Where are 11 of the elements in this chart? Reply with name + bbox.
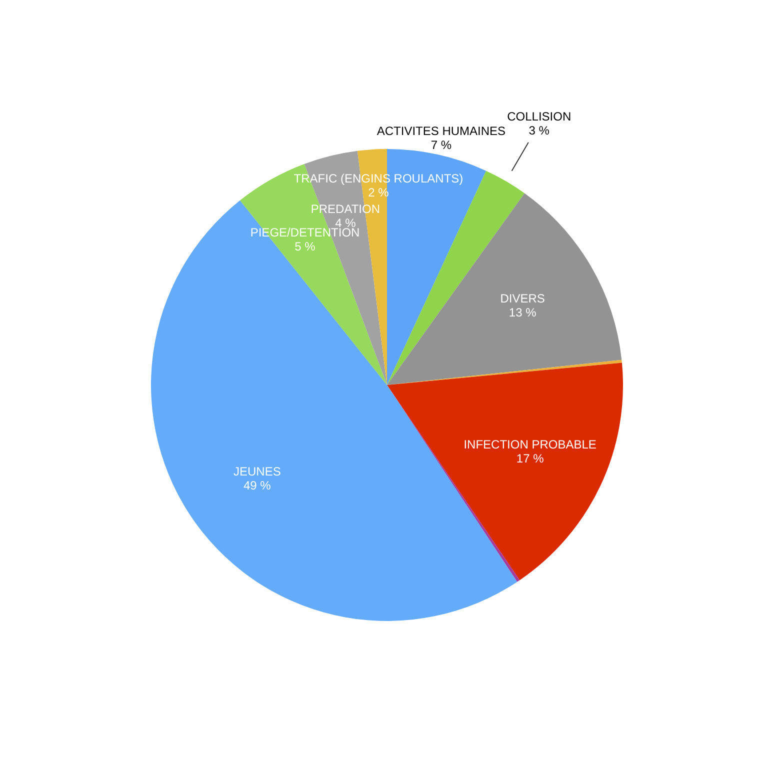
data-label: 17 % [516,452,544,466]
data-label: 7 % [430,138,452,152]
slice-label: ACTIVITES HUMAINES [376,124,506,138]
data-label: 13 % [508,305,537,320]
data-label: 5 % [294,240,316,254]
data-label: 49 % [243,478,272,493]
data-label: 3 % [528,123,550,138]
slice-label: JEUNES [233,464,281,479]
slice-label: INFECTION PROBABLE [464,438,596,452]
slice-label: DIVERS [500,291,545,306]
slice-label: COLLISION [507,109,572,124]
